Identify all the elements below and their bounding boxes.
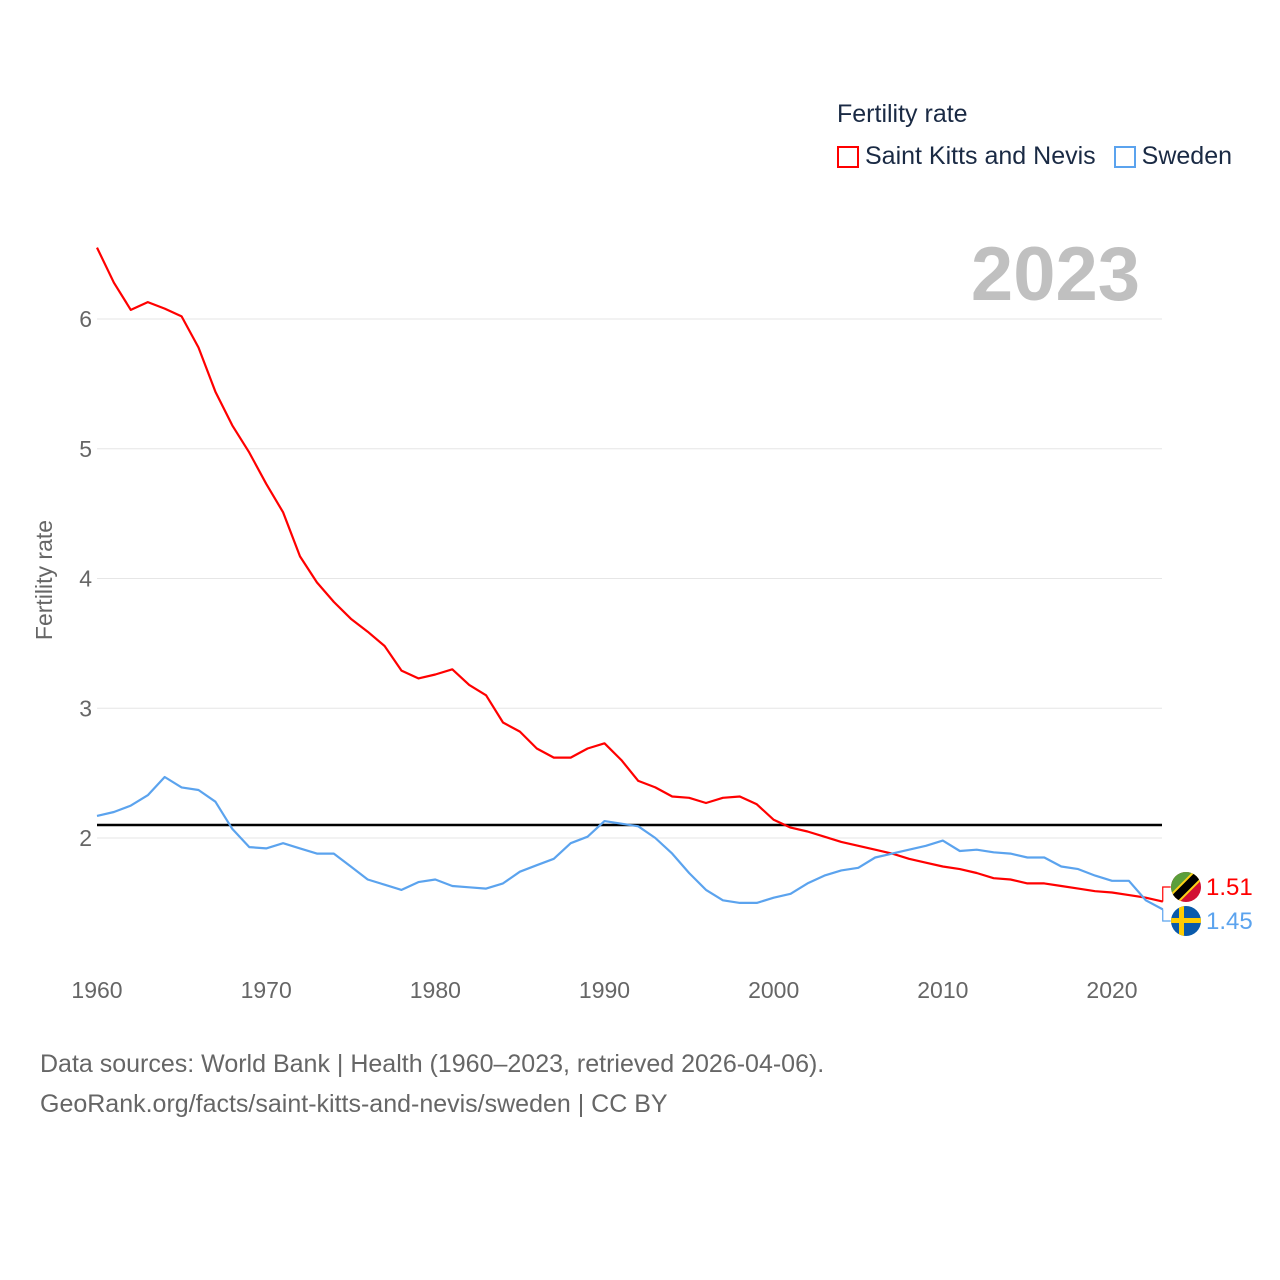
end-value-saint-kitts: 1.51: [1206, 874, 1253, 901]
y-tick-label: 6: [79, 306, 92, 332]
legend-item-saint-kitts[interactable]: Saint Kitts and Nevis: [837, 142, 1096, 171]
legend: Saint Kitts and Nevis Sweden: [837, 142, 1232, 171]
end-value-sweden: 1.45: [1206, 908, 1253, 935]
x-tick-label: 1970: [241, 977, 292, 1003]
x-tick-label: 1980: [410, 977, 461, 1003]
year-label: 2023: [971, 232, 1140, 317]
source-note: Data sources: World Bank | Health (1960–…: [40, 1044, 824, 1124]
end-label-connector: [1162, 886, 1171, 902]
x-tick-label: 2000: [748, 977, 799, 1003]
legend-swatch: [1113, 145, 1136, 168]
legend-item-sweden[interactable]: Sweden: [1113, 142, 1233, 171]
legend-swatch: [837, 145, 859, 168]
x-tick-label: 1990: [579, 977, 630, 1003]
x-tick-label: 2010: [917, 977, 968, 1003]
y-axis-label: Fertility rate: [31, 520, 57, 640]
y-tick-label: 5: [79, 436, 92, 462]
end-label-connector: [1162, 909, 1171, 922]
series-line-sweden: [96, 775, 1164, 911]
y-tick-label: 2: [79, 825, 92, 851]
sweden-flag-icon: [1171, 906, 1201, 936]
x-axis: 1960 1970 1980 1990 2000 2010 2020: [71, 977, 1137, 1003]
source-line: Data sources: World Bank | Health (1960–…: [40, 1050, 825, 1078]
y-axis: 2 3 4 5 6: [79, 306, 92, 851]
legend-title: Fertility rate: [837, 100, 968, 128]
y-tick-label: 3: [79, 695, 92, 721]
legend-label: Sweden: [1141, 142, 1233, 170]
y-tick-label: 4: [79, 566, 92, 592]
legend-label: Saint Kitts and Nevis: [865, 142, 1096, 170]
series-line-saint-kitts-and-nevis: [96, 247, 1164, 903]
source-link[interactable]: GeoRank.org/facts/saint-kitts-and-nevis/…: [40, 1090, 668, 1118]
end-markers: [1171, 872, 1201, 936]
series-group: [96, 247, 1171, 922]
x-tick-label: 2020: [1086, 977, 1137, 1003]
grid: [97, 318, 1162, 839]
saint-kitts-flag-icon: [1171, 872, 1201, 902]
x-tick-label: 1960: [71, 977, 122, 1003]
